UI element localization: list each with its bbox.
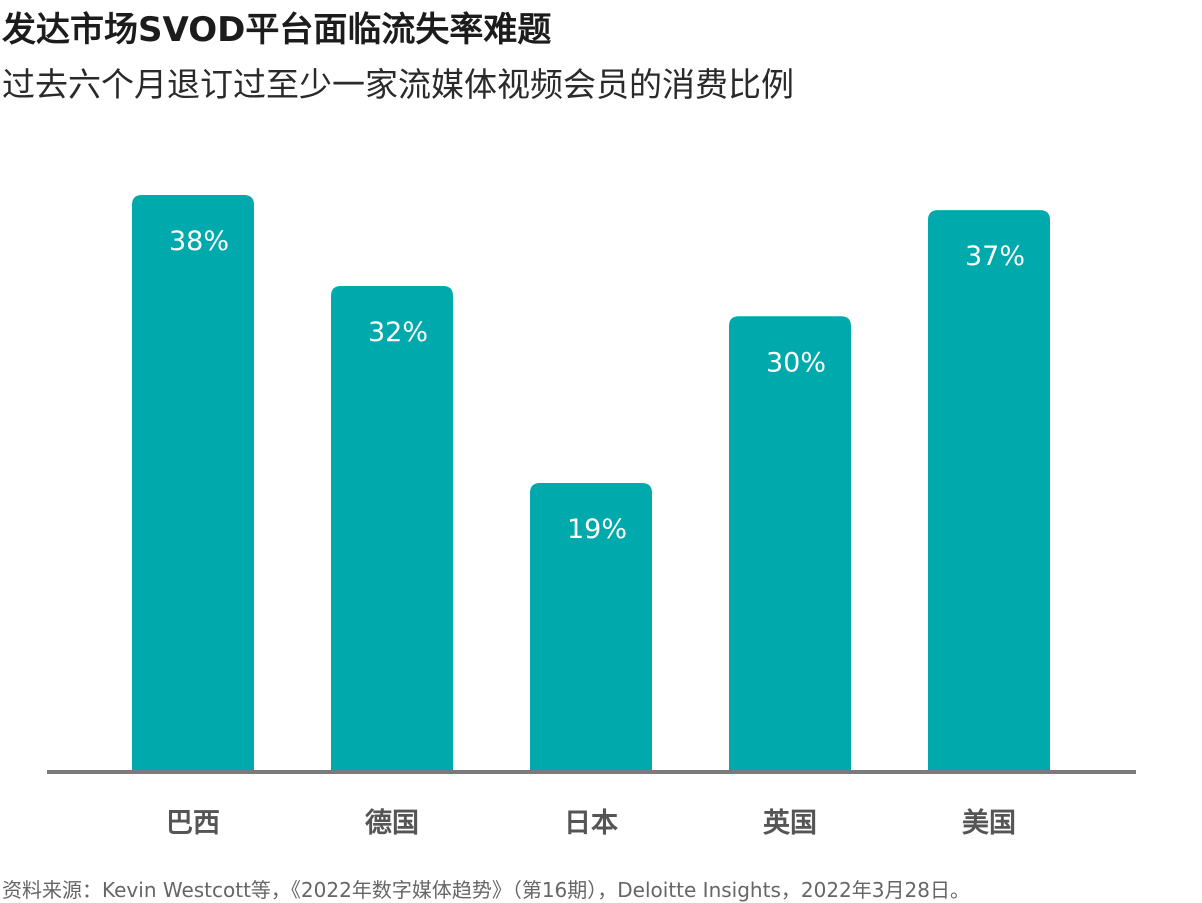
category-label: 巴西 bbox=[166, 808, 220, 839]
source-note: 资料来源：Kevin Westcott等，《2022年数字媒体趋势》（第16期）… bbox=[2, 878, 970, 902]
bar-value-label: 38% bbox=[169, 226, 229, 257]
bar-value-label: 37% bbox=[965, 241, 1025, 272]
bar-value-label: 32% bbox=[368, 317, 428, 348]
bar-4 bbox=[729, 316, 851, 771]
chart-title: 发达市场SVOD平台面临流失率难题 bbox=[2, 10, 552, 50]
bar-value-label: 19% bbox=[567, 514, 627, 545]
bar-2 bbox=[331, 285, 453, 771]
chart-subtitle: 过去六个月退订过至少一家流媒体视频会员的消费比例 bbox=[2, 65, 794, 104]
category-label: 美国 bbox=[962, 807, 1016, 839]
bar-value-label: 30% bbox=[766, 347, 826, 378]
category-label: 英国 bbox=[763, 808, 817, 839]
bar-3 bbox=[530, 483, 652, 771]
bar-1 bbox=[132, 195, 254, 771]
category-label: 德国 bbox=[365, 808, 419, 839]
category-label: 日本 bbox=[564, 808, 618, 839]
bar-5 bbox=[928, 210, 1050, 771]
